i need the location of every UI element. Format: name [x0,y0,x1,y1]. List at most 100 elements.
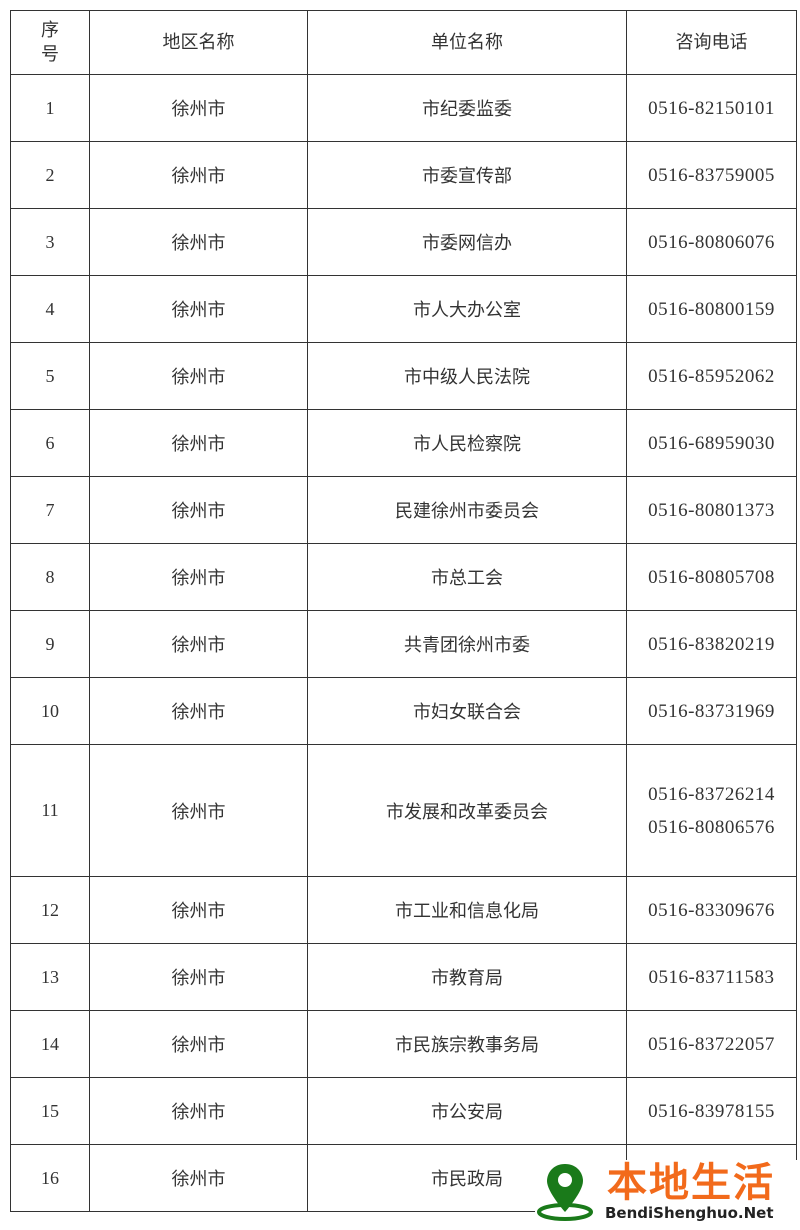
cell-unit: 市妇女联合会 [307,677,627,745]
cell-seq: 9 [10,610,90,678]
cell-phone: 0516-68959030 [626,409,797,477]
cell-seq: 7 [10,476,90,544]
cell-phone: 0516-83711583 [626,943,797,1011]
cell-unit: 市纪委监委 [307,74,627,142]
cell-unit: 市人民检察院 [307,409,627,477]
phone-number: 0516-82150101 [648,97,775,119]
location-pin-icon [537,1164,593,1221]
cell-seq: 1 [10,74,90,142]
cell-seq: 13 [10,943,90,1011]
cell-unit: 民建徐州市委员会 [307,476,627,544]
cell-phone: 0516-80800159 [626,275,797,343]
table-row: 12 徐州市 市工业和信息化局 0516-83309676 [10,876,797,944]
phone-number: 0516-83309676 [648,899,775,921]
table-row: 6 徐州市 市人民检察院 0516-68959030 [10,409,797,477]
cell-region: 徐州市 [89,1144,308,1212]
cell-seq: 12 [10,876,90,944]
cell-unit: 市总工会 [307,543,627,611]
cell-phone: 0516-83978155 [626,1077,797,1145]
cell-seq: 4 [10,275,90,343]
cell-region: 徐州市 [89,409,308,477]
table-row: 2 徐州市 市委宣传部 0516-83759005 [10,141,797,209]
cell-unit: 市中级人民法院 [307,342,627,410]
cell-phone: 0516-80805708 [626,543,797,611]
table-row: 13 徐州市 市教育局 0516-83711583 [10,943,797,1011]
table-row: 8 徐州市 市总工会 0516-80805708 [10,543,797,611]
phone-number: 0516-68959030 [648,432,775,454]
header-row: 序号 地区名称 单位名称 咨询电话 [10,10,797,75]
phone-number: 0516-83978155 [648,1100,775,1122]
phone-number: 0516-83820219 [648,633,775,655]
header-seq: 序号 [10,10,90,75]
contact-table: 序号 地区名称 单位名称 咨询电话 1 徐州市 市纪委监委 0516-82150101… [10,10,797,1212]
table-row: 9 徐州市 共青团徐州市委 0516-83820219 [10,610,797,678]
table-row: 14 徐州市 市民族宗教事务局 0516-83722057 [10,1010,797,1078]
cell-unit: 市委网信办 [307,208,627,276]
cell-seq: 15 [10,1077,90,1145]
header-unit: 单位名称 [307,10,627,75]
table-row: 5 徐州市 市中级人民法院 0516-85952062 [10,342,797,410]
cell-phone: 0516-83309676 [626,876,797,944]
cell-region: 徐州市 [89,1077,308,1145]
table-row: 3 徐州市 市委网信办 0516-80806076 [10,208,797,276]
cell-phone: 0516-83731969 [626,677,797,745]
table-row: 10 徐州市 市妇女联合会 0516-83731969 [10,677,797,745]
cell-unit: 市工业和信息化局 [307,876,627,944]
cell-seq: 14 [10,1010,90,1078]
phone-number: 0516-80800159 [648,298,775,320]
cell-region: 徐州市 [89,543,308,611]
cell-phone: 0516-80801373 [626,476,797,544]
table-row: 7 徐州市 民建徐州市委员会 0516-80801373 [10,476,797,544]
cell-seq: 10 [10,677,90,745]
cell-phone: 0516-83759005 [626,141,797,209]
cell-unit: 市委宣传部 [307,141,627,209]
header-region: 地区名称 [89,10,308,75]
cell-region: 徐州市 [89,876,308,944]
cell-unit: 市公安局 [307,1077,627,1145]
phone-number: 0516-83726214 [648,783,775,805]
cell-phone: 0516-83820219 [626,610,797,678]
watermark-title: 本地生活 [607,1160,775,1206]
phone-number: 0516-80805708 [648,566,775,588]
cell-region: 徐州市 [89,342,308,410]
cell-unit: 市人大办公室 [307,275,627,343]
cell-seq: 6 [10,409,90,477]
cell-phone: 0516-82150101 [626,74,797,142]
table-row: 1 徐州市 市纪委监委 0516-82150101 [10,74,797,142]
watermark-url: BendiShenghuo.Net [605,1204,774,1222]
phone-number: 0516-80806576 [648,816,775,838]
cell-seq: 2 [10,141,90,209]
cell-unit: 市民族宗教事务局 [307,1010,627,1078]
cell-region: 徐州市 [89,1010,308,1078]
phone-number: 0516-85952062 [648,365,775,387]
cell-seq: 8 [10,543,90,611]
cell-region: 徐州市 [89,141,308,209]
cell-region: 徐州市 [89,744,308,877]
cell-region: 徐州市 [89,677,308,745]
cell-phone: 0516-83726214 0516-80806576 [626,744,797,877]
cell-region: 徐州市 [89,610,308,678]
cell-seq: 3 [10,208,90,276]
cell-seq: 16 [10,1144,90,1212]
cell-phone: 0516-83722057 [626,1010,797,1078]
cell-region: 徐州市 [89,943,308,1011]
phone-number: 0516-83711583 [648,966,775,988]
cell-phone: 0516-80806076 [626,208,797,276]
cell-seq: 5 [10,342,90,410]
phone-number: 0516-83722057 [648,1033,775,1055]
cell-phone: 0516-85952062 [626,342,797,410]
phone-number: 0516-80806076 [648,231,775,253]
cell-unit: 市发展和改革委员会 [307,744,627,877]
table-row: 15 徐州市 市公安局 0516-83978155 [10,1077,797,1145]
table-row: 4 徐州市 市人大办公室 0516-80800159 [10,275,797,343]
cell-unit: 市教育局 [307,943,627,1011]
phone-number: 0516-83731969 [648,700,775,722]
header-phone: 咨询电话 [626,10,797,75]
cell-region: 徐州市 [89,476,308,544]
watermark-logo: 本地生活 BendiShenghuo.Net [535,1160,800,1226]
cell-unit: 共青团徐州市委 [307,610,627,678]
table-row: 11 徐州市 市发展和改革委员会 0516-83726214 0516-80806576 [10,744,797,877]
cell-region: 徐州市 [89,74,308,142]
phone-number: 0516-83759005 [648,164,775,186]
cell-seq: 11 [10,744,90,877]
